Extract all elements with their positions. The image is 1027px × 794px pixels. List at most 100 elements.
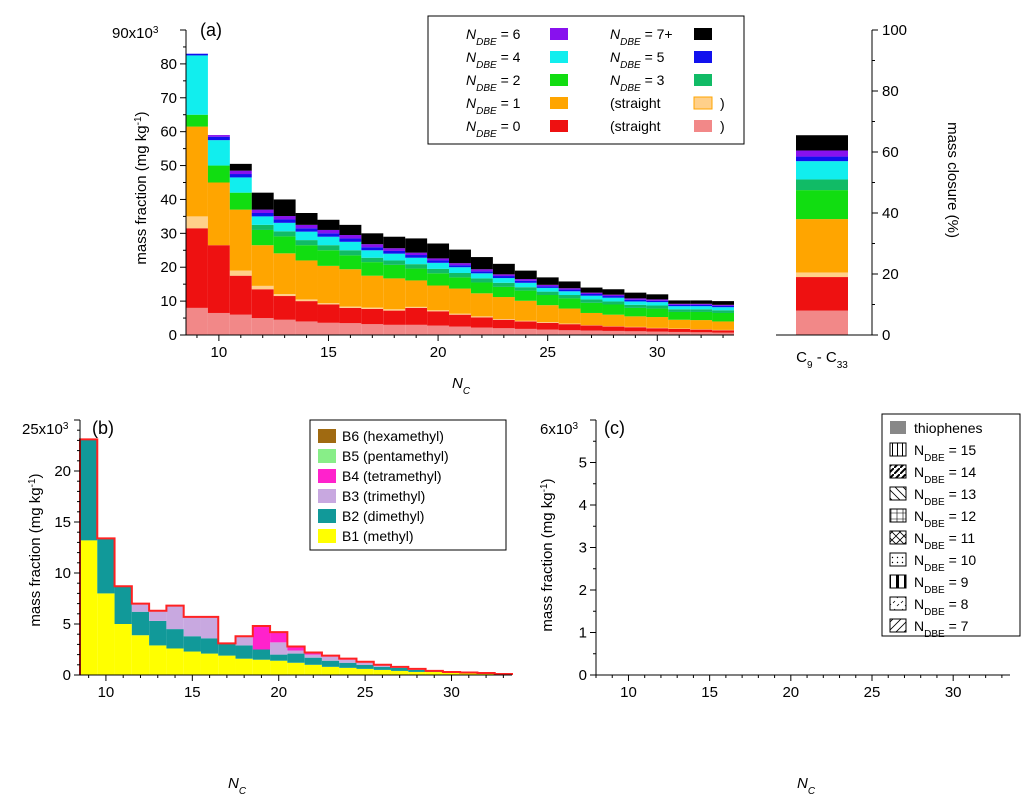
bar-a-s2-x21 [449, 313, 471, 315]
legend-swatch-b [318, 509, 336, 523]
bar-b-s1-x24 [339, 662, 357, 668]
bar-a-s4-x28 [602, 304, 625, 315]
bar-a-s0-x10 [207, 312, 230, 335]
bar-a-s4-x24 [514, 290, 537, 301]
legend-swatch-b [318, 529, 336, 543]
bar-a-s7-x26 [558, 289, 581, 292]
bar-b-s1-x10 [97, 538, 115, 594]
bar-a-s4-x20 [427, 273, 450, 286]
bar-a-s4-x9 [186, 114, 208, 127]
legend-label-b: B2 (dimethyl) [342, 508, 424, 524]
bar-a-s2-x19 [405, 306, 428, 308]
bar-a-s1-x22 [470, 317, 493, 328]
legend-swatch-c [889, 574, 907, 589]
bar-a-s7-x32 [690, 304, 713, 307]
closure-bars [796, 135, 848, 335]
bar-a-s8-x30 [646, 299, 669, 301]
bar-a-s6-x10 [207, 140, 230, 166]
bar-b-s0-x15 [183, 651, 201, 675]
bar-a-s4-x13 [273, 236, 296, 254]
bar-a-s1-x12 [251, 289, 274, 319]
legend-swatch-b [318, 449, 336, 463]
bar-b-s1-x9 [80, 439, 98, 541]
bar-a-s9-x24 [514, 270, 537, 280]
bar-a-s1-x21 [449, 314, 471, 327]
bar-a-s6-x20 [427, 262, 450, 269]
bar-a-s8-x22 [470, 269, 493, 272]
bar-a-s2-x13 [273, 293, 296, 297]
bar-a-s7-x11 [229, 174, 252, 178]
bar-b-s0-x29 [425, 671, 443, 675]
bar-a-s0-x33 [712, 332, 734, 335]
bar-a-s3-x14 [295, 260, 318, 300]
bar-b-s2-x25 [356, 661, 374, 665]
bar-a-s9-x28 [602, 289, 625, 295]
x-tick-label-c: 25 [864, 684, 881, 701]
bar-b-s1-x25 [356, 664, 374, 669]
legend-swatch-b [318, 489, 336, 503]
bar-a-s5-x16 [339, 250, 362, 256]
bar-b-s3-x21 [287, 646, 305, 651]
y-tick-label-a: 70 [160, 90, 177, 107]
x-tick-label-b: 30 [443, 684, 460, 701]
x-tick-label-a: 30 [649, 344, 666, 361]
legend-swatch-a [550, 74, 568, 86]
y-tick-label-c: 5 [579, 455, 587, 472]
bar-a-s2-x15 [317, 303, 340, 305]
bar-a-s3-x25 [536, 305, 559, 323]
y-tick-label-a: 80 [160, 56, 177, 73]
bar-a-s6-x11 [229, 177, 252, 193]
bar-a-s6-x31 [668, 306, 691, 310]
bar-a-s9-x27 [580, 287, 603, 293]
legend-label-b: B1 (methyl) [342, 528, 414, 544]
legend-swatch-a [550, 120, 568, 132]
bar-a-s3-x19 [405, 280, 428, 307]
bar-a-s0-x22 [470, 327, 493, 335]
bar-a-s8-x21 [449, 263, 471, 266]
bar-a-s4-x18 [383, 264, 406, 279]
bar-a-s6-x32 [690, 306, 713, 310]
bar-b-s3-x20 [270, 632, 288, 643]
bar-a-s1-x29 [624, 327, 647, 332]
legend-label-a: NDBE = 4 [466, 49, 521, 71]
closure-y-tick-label: 80 [882, 83, 899, 100]
x-tick-label-b: 25 [357, 684, 374, 701]
bar-a-s1-x10 [207, 245, 230, 313]
bar-a-s4-x14 [295, 245, 318, 261]
panel-b-xlabel: NC [228, 775, 247, 794]
bar-a-s7-x22 [470, 271, 493, 274]
bar-a-s8-x23 [492, 274, 515, 277]
bar-a-s4-x23 [492, 286, 515, 298]
bar-b-s0-x25 [356, 668, 374, 675]
panel-c-ylabel: mass fraction (mg kg-1) [539, 478, 557, 631]
bar-a-s3-x32 [690, 320, 713, 330]
bar-b-s1-x11 [114, 586, 132, 624]
bar-a-s3-x27 [580, 312, 603, 326]
bar-a-s2-x23 [492, 319, 515, 320]
bar-a-s8-x33 [712, 304, 734, 306]
bar-a-s2-x12 [251, 285, 274, 290]
legend-swatch-a [694, 120, 712, 132]
legend-swatch-c [890, 421, 906, 434]
bar-b-s0-x9 [80, 540, 98, 675]
bar-b-s1-x26 [373, 666, 392, 670]
bar-a-s4-x22 [470, 282, 493, 294]
bar-a-s8-x17 [361, 244, 384, 248]
bar-b-s0-x28 [408, 671, 426, 675]
bar-a-s9-x13 [273, 199, 296, 217]
legend-swatch-a [550, 28, 568, 40]
panel-b-bars [79, 438, 513, 675]
bar-b-s1-x27 [391, 667, 409, 671]
bar-b-s0-x10 [97, 593, 115, 675]
bar-a-s3-x20 [427, 285, 450, 311]
bar-b-s0-x19 [252, 659, 271, 675]
bar-a-s3-x9 [186, 126, 208, 217]
bar-b-s2-x22 [304, 654, 322, 658]
bar-a-s1-x32 [690, 329, 713, 333]
closure-y-tick-label: 100 [882, 22, 907, 39]
bar-a-s3-x30 [646, 317, 669, 328]
bar-a-s8-x28 [602, 294, 625, 297]
panel-b-axes: 0 5 10 15 20 10 15 20 25 30 [54, 419, 512, 701]
bar-a-s7-x10 [207, 136, 230, 141]
legend-label-a: NDBE = 6 [466, 26, 521, 48]
